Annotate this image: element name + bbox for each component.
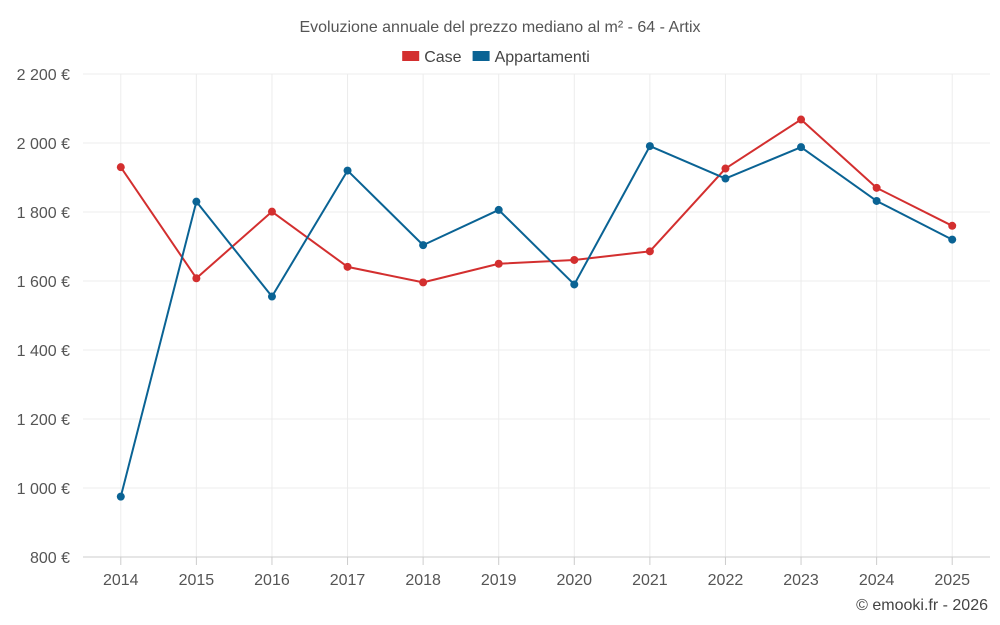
- series-layer: [116, 115, 957, 501]
- y-tick-label: 1 000 €: [17, 481, 70, 498]
- chart-title: Evoluzione annuale del prezzo mediano al…: [299, 19, 700, 36]
- legend-swatch-case: [402, 51, 420, 61]
- data-point-appartamenti[interactable]: [797, 143, 806, 152]
- data-point-case[interactable]: [419, 278, 428, 287]
- data-point-case[interactable]: [872, 183, 881, 192]
- x-tick-label: 2018: [405, 572, 441, 589]
- x-tick-label: 2022: [708, 572, 744, 589]
- data-point-case[interactable]: [192, 274, 201, 283]
- data-point-case[interactable]: [494, 259, 503, 268]
- legend-label-appartamenti[interactable]: Appartamenti: [495, 49, 590, 66]
- data-point-appartamenti[interactable]: [872, 196, 881, 205]
- data-point-case[interactable]: [343, 262, 352, 271]
- y-tick-label: 1 400 €: [17, 343, 70, 360]
- legend-label-case[interactable]: Case: [424, 49, 461, 66]
- legend-swatch-appartamenti: [472, 51, 490, 61]
- data-point-appartamenti[interactable]: [721, 174, 730, 183]
- data-point-case[interactable]: [116, 163, 125, 172]
- x-tick-label: 2019: [481, 572, 517, 589]
- series-line-appartamenti: [119, 145, 953, 497]
- data-point-case[interactable]: [570, 255, 579, 264]
- x-tick-label: 2016: [254, 572, 290, 589]
- legend: Case Appartamenti: [402, 49, 590, 66]
- data-point-appartamenti[interactable]: [192, 197, 201, 206]
- x-tick-label: 2015: [179, 572, 215, 589]
- x-tick-label: 2025: [934, 572, 970, 589]
- grid-lines: [83, 73, 990, 557]
- y-tick-label: 1 200 €: [17, 412, 70, 429]
- data-point-case[interactable]: [797, 115, 806, 124]
- x-tick-label: 2021: [632, 572, 668, 589]
- x-tick-label: 2017: [330, 572, 366, 589]
- x-tick-label: 2023: [783, 572, 819, 589]
- series-line-case: [119, 118, 953, 284]
- x-tick-label: 2024: [859, 572, 895, 589]
- y-tick-label: 2 000 €: [17, 136, 70, 153]
- data-point-case[interactable]: [948, 221, 957, 230]
- data-point-appartamenti[interactable]: [343, 166, 352, 175]
- y-tick-label: 2 200 €: [17, 67, 70, 84]
- y-tick-label: 1 600 €: [17, 274, 70, 291]
- data-point-case[interactable]: [645, 247, 654, 256]
- x-axis: 2014 2015 2016 2017 2018 2019 2020 2021 2022 2023…: [83, 556, 990, 589]
- data-point-appartamenti[interactable]: [419, 241, 428, 250]
- x-tick-label: 2014: [103, 572, 139, 589]
- data-point-case[interactable]: [267, 207, 276, 216]
- y-tick-label: 1 800 €: [17, 205, 70, 222]
- data-point-appartamenti[interactable]: [645, 142, 654, 151]
- data-point-case[interactable]: [721, 164, 730, 173]
- y-tick-label: 800 €: [30, 550, 70, 567]
- data-point-appartamenti[interactable]: [116, 492, 125, 501]
- data-point-appartamenti[interactable]: [570, 280, 579, 289]
- y-axis: 800 € 1 000 € 1 200 € 1 400 € 1 600 € 1 800 €…: [17, 67, 70, 567]
- x-tick-label: 2020: [556, 572, 592, 589]
- data-point-appartamenti[interactable]: [494, 205, 503, 214]
- credit-text: © emooki.fr - 2026: [856, 597, 988, 614]
- data-point-appartamenti[interactable]: [267, 292, 276, 301]
- data-point-appartamenti[interactable]: [948, 235, 957, 244]
